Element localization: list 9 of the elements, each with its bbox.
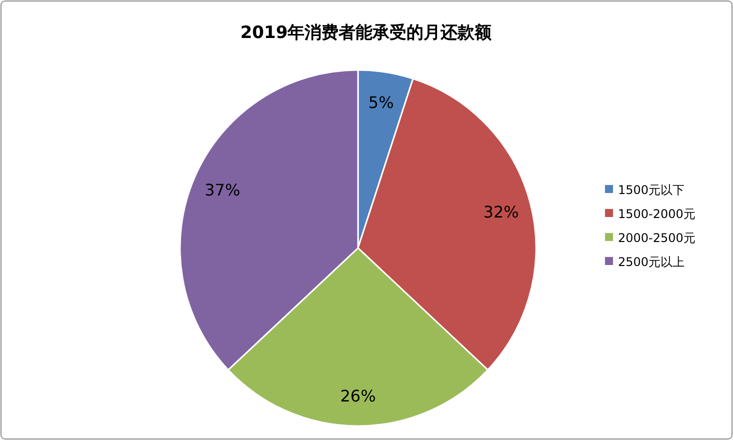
chart-title: 2019年消费者能承受的月还款额 [240, 23, 493, 43]
legend-label: 1500元以下 [618, 183, 685, 197]
data-label: 26% [340, 386, 376, 406]
legend-label: 2500元以上 [618, 255, 685, 269]
data-label: 37% [204, 180, 240, 200]
legend-label: 2000-2500元 [618, 231, 696, 245]
legend-label: 1500-2000元 [618, 207, 696, 221]
data-label: 32% [483, 202, 519, 222]
data-label: 5% [368, 93, 394, 112]
